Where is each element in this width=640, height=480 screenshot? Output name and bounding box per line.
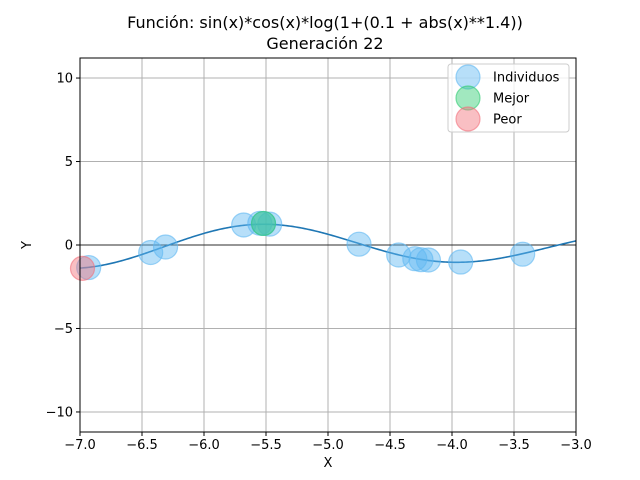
- x-tick-label: −6.5: [126, 438, 158, 453]
- legend-marker-mejor: [455, 85, 481, 111]
- point-individuos: [76, 254, 102, 281]
- point-individuos: [402, 246, 428, 272]
- point-peor: [69, 255, 96, 281]
- point-individuos: [152, 234, 179, 260]
- legend-label-mejor: Mejor: [493, 92, 530, 107]
- x-tick-label: −4.5: [374, 438, 406, 453]
- legend-label-peor: Peor: [493, 113, 522, 128]
- x-tick-label: −6.0: [188, 438, 220, 453]
- x-tick-label: −4.0: [436, 438, 468, 453]
- point-individuos: [257, 211, 283, 237]
- x-tick-label: −5.5: [250, 438, 282, 453]
- legend: Individuos Mejor Peor: [447, 63, 570, 133]
- x-axis-ticks: −7.0 −6.5 −6.0 −5.5 −5.0 −4.5 −4.0 −3.5 −3.0: [64, 432, 592, 453]
- legend-marker-peor: [455, 106, 481, 132]
- y-tick-label: 10: [56, 72, 73, 87]
- point-individuos: [231, 212, 257, 238]
- y-axis-label: Y: [20, 241, 35, 250]
- curve-path: [79, 223, 577, 269]
- chart-subtitle: Generación 22: [266, 34, 383, 53]
- y-tick-label: 0: [65, 239, 73, 254]
- x-axis-label: X: [324, 456, 333, 471]
- scatter-points: [69, 210, 536, 281]
- point-individuos: [408, 247, 434, 273]
- point-individuos: [510, 241, 536, 267]
- x-tick-label: −3.0: [560, 438, 592, 453]
- legend-box: [447, 63, 570, 133]
- y-axis-ticks: −10 −5 0 5 10: [46, 72, 80, 420]
- point-individuos: [386, 242, 412, 268]
- y-tick-label: 5: [65, 155, 73, 170]
- point-individuos: [346, 231, 372, 257]
- function-curve: [79, 223, 577, 269]
- x-tick-label: −3.5: [498, 438, 530, 453]
- point-mejor: [250, 210, 277, 237]
- legend-marker-individuos: [455, 64, 481, 90]
- x-tick-label: −5.0: [312, 438, 344, 453]
- y-tick-label: −10: [46, 405, 73, 420]
- point-individuos: [448, 249, 474, 275]
- y-tick-label: −5: [54, 322, 73, 337]
- chart-title: Función: sin(x)*cos(x)*log(1+(0.1 + abs(…: [127, 13, 523, 32]
- x-tick-label: −7.0: [64, 438, 96, 453]
- point-individuos: [415, 247, 442, 273]
- legend-label-individuos: Individuos: [493, 71, 560, 86]
- point-individuos: [138, 239, 164, 266]
